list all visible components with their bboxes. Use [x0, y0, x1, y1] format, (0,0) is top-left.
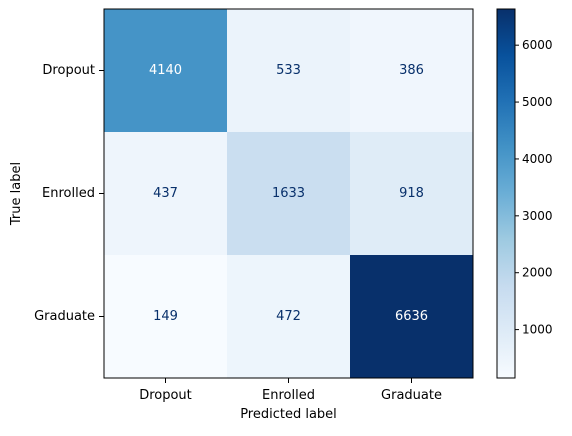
cell-value-label: 4140	[149, 63, 182, 78]
heatmap-cell	[227, 9, 351, 133]
cell-value-label: 533	[276, 63, 301, 78]
cell-value-label: 437	[153, 186, 178, 201]
y-tick-label: Enrolled	[42, 186, 95, 201]
colorbar-ticks: 1000 2000 3000 4000 5000 6000	[515, 38, 553, 337]
cell-value-label: 918	[399, 186, 424, 201]
heatmap-cell	[227, 255, 351, 379]
cell-value-label: 386	[399, 63, 424, 78]
colorbar	[496, 8, 516, 379]
cell-value-label: 1633	[272, 186, 305, 201]
heatmap-cell	[104, 9, 228, 133]
colorbar-tick-label: 3000	[522, 209, 553, 223]
cell-value-label: 6636	[395, 309, 428, 324]
heatmap-cell	[350, 132, 474, 256]
x-axis-ticks: Dropout Enrolled Graduate	[139, 378, 442, 403]
cell-value-label: 472	[276, 309, 301, 324]
x-tick-label: Dropout	[139, 388, 192, 403]
x-tick-label: Enrolled	[262, 388, 315, 403]
y-tick-label: Dropout	[42, 63, 95, 78]
heatmap-cell	[104, 132, 228, 256]
cell-value-label: 149	[153, 309, 178, 324]
heatmap-cell	[350, 255, 474, 379]
cell-value-labels: 4140 533 386 437 1633 918 149 472 6636	[149, 63, 428, 324]
y-axis-label: True label	[9, 162, 24, 226]
x-tick-label: Graduate	[381, 388, 442, 403]
colorbar-tick-label: 1000	[522, 323, 553, 337]
heatmap-cells	[104, 9, 474, 379]
heatmap-cell	[350, 9, 474, 133]
heatmap-cell	[104, 255, 228, 379]
colorbar-tick-label: 6000	[522, 38, 553, 52]
y-axis-ticks: Dropout Enrolled Graduate	[34, 63, 104, 324]
heatmap-cell	[227, 132, 351, 256]
colorbar-tick-label: 2000	[522, 266, 553, 280]
x-axis-label: Predicted label	[240, 407, 337, 422]
colorbar-tick-label: 4000	[522, 152, 553, 166]
colorbar-tick-label: 5000	[522, 95, 553, 109]
y-tick-label: Graduate	[34, 309, 95, 324]
